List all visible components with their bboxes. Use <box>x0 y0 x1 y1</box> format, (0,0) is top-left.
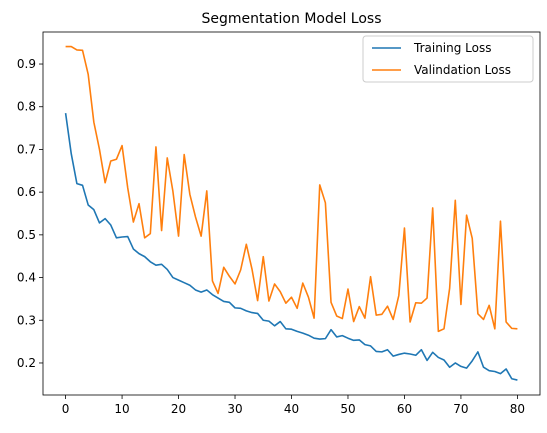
series-layer <box>64 45 518 381</box>
x-tick-label: 50 <box>340 402 355 416</box>
x-tick-label: 30 <box>227 402 242 416</box>
y-tick-label: 0.6 <box>17 185 36 199</box>
x-tick-label: 20 <box>171 402 186 416</box>
legend-label-validation: Valindation Loss <box>414 63 511 77</box>
y-tick-label: 0.7 <box>17 142 36 156</box>
x-tick-label: 0 <box>62 402 70 416</box>
series-line-training-loss <box>64 113 518 381</box>
y-tick-label: 0.8 <box>17 100 36 114</box>
ticks-layer: 0 10 20 30 40 50 60 70 80 0.2 0.3 0.4 0.5 0.6 0.7 0.8 0.… <box>17 57 525 416</box>
y-tick-label: 0.2 <box>17 356 36 370</box>
plot-frame <box>42 31 541 396</box>
x-tick-label: 10 <box>114 402 129 416</box>
x-tick-label: 60 <box>397 402 412 416</box>
y-tick-label: 0.5 <box>17 228 36 242</box>
y-tick-label: 0.3 <box>17 313 36 327</box>
x-tick-label: 80 <box>510 402 525 416</box>
x-tick-label: 70 <box>453 402 468 416</box>
series-line-valindation-loss <box>65 45 518 333</box>
chart-title: Segmentation Model Loss <box>201 11 381 27</box>
y-tick-label: 0.9 <box>17 57 36 71</box>
x-tick-label: 40 <box>284 402 299 416</box>
y-tick-label: 0.4 <box>17 271 36 285</box>
legend: Training Loss Valindation Loss <box>362 35 534 83</box>
legend-label-training: Training Loss <box>413 41 491 55</box>
legend-box <box>362 35 534 83</box>
